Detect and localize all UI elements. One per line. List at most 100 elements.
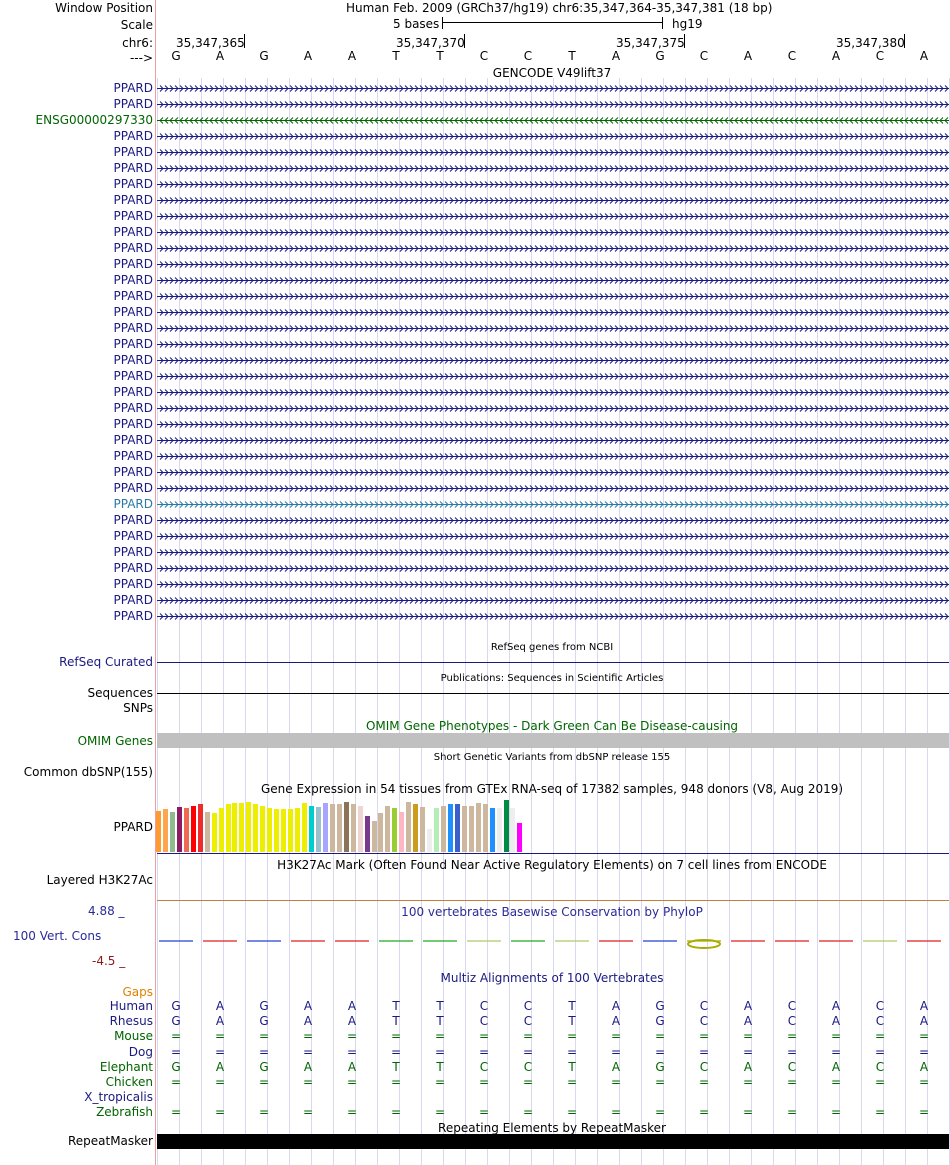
transcript-line[interactable]	[157, 388, 949, 397]
transcript-line[interactable]	[157, 340, 949, 349]
gencode-transcript-label[interactable]: ENSG00000297330	[35, 113, 153, 127]
gtex-tissue-bar[interactable]	[350, 804, 356, 852]
transcript-line[interactable]	[157, 228, 949, 237]
gencode-transcript-label[interactable]: PPARD	[113, 81, 154, 95]
gtex-tissue-bar[interactable]	[267, 808, 273, 852]
repeatmasker-bar[interactable]	[157, 1134, 949, 1149]
gtex-tissue-bar[interactable]	[260, 806, 266, 852]
gencode-transcript-label[interactable]: PPARD	[113, 417, 154, 431]
gtex-tissue-bar[interactable]	[197, 804, 203, 852]
gencode-transcript-label[interactable]: PPARD	[113, 353, 154, 367]
multiz-gaps-label[interactable]: Gaps	[122, 985, 153, 999]
transcript-line[interactable]	[157, 468, 949, 477]
gtex-tissue-bar[interactable]	[496, 808, 502, 852]
transcript-line[interactable]	[157, 148, 949, 157]
gtex-tissue-bar[interactable]	[440, 806, 446, 852]
gtex-title[interactable]: Gene Expression in 54 tissues from GTEx …	[260, 782, 844, 796]
gencode-transcript-label[interactable]: PPARD	[113, 273, 154, 287]
multiz-species-label[interactable]: Zebrafish	[96, 1105, 153, 1119]
transcript-line[interactable]	[157, 484, 949, 493]
gtex-tissue-bar[interactable]	[176, 807, 182, 852]
pubs-title[interactable]: Publications: Sequences in Scientific Ar…	[440, 673, 664, 684]
transcript-line[interactable]	[157, 260, 949, 269]
transcript-line[interactable]	[157, 548, 949, 557]
gtex-tissue-bar[interactable]	[302, 803, 307, 852]
gtex-tissue-bar[interactable]	[225, 804, 231, 852]
gencode-transcript-label[interactable]: PPARD	[113, 465, 154, 479]
transcript-line[interactable]	[157, 212, 949, 221]
gtex-tissue-bar[interactable]	[510, 808, 516, 852]
gencode-transcript-label[interactable]: PPARD	[113, 177, 154, 191]
transcript-line[interactable]	[157, 420, 949, 429]
pubs-snps-label[interactable]: SNPs	[123, 701, 153, 715]
gtex-tissue-bar[interactable]	[385, 806, 391, 852]
phylop-label[interactable]: 100 Vert. Cons	[13, 929, 102, 943]
gencode-transcript-label[interactable]: PPARD	[113, 161, 154, 175]
gtex-tissue-bar[interactable]	[371, 821, 377, 852]
multiz-species-label[interactable]: Mouse	[114, 1029, 153, 1043]
gtex-tissue-bar[interactable]	[190, 806, 196, 852]
gencode-transcript-label[interactable]: PPARD	[113, 529, 154, 543]
transcript-line[interactable]	[157, 532, 949, 541]
gtex-tissue-bar[interactable]	[336, 804, 342, 852]
gtex-tissue-bar[interactable]	[489, 808, 495, 852]
omim-label[interactable]: OMIM Genes	[77, 734, 153, 748]
gtex-tissue-bar[interactable]	[517, 823, 523, 852]
gtex-tissue-bar[interactable]	[183, 808, 189, 852]
gtex-tissue-bar[interactable]	[378, 813, 384, 852]
multiz-species-label[interactable]: Chicken	[105, 1075, 153, 1089]
gencode-transcript-label[interactable]: PPARD	[113, 337, 154, 351]
multiz-title[interactable]: Multiz Alignments of 100 Vertebrates	[440, 971, 664, 985]
gtex-tissue-bar[interactable]	[420, 807, 426, 852]
gtex-tissue-bar[interactable]	[475, 803, 481, 852]
transcript-line[interactable]	[157, 132, 949, 141]
gencode-transcript-label[interactable]: PPARD	[113, 305, 154, 319]
gtex-tissue-bar[interactable]	[308, 806, 314, 852]
gtex-tissue-bar[interactable]	[295, 808, 300, 852]
transcript-line[interactable]	[157, 596, 949, 605]
gencode-transcript-label[interactable]: PPARD	[113, 385, 154, 399]
gtex-tissue-bar[interactable]	[364, 816, 370, 852]
gtex-tissue-bar[interactable]	[399, 812, 405, 852]
gtex-tissue-bar[interactable]	[329, 804, 335, 852]
refseq-label[interactable]: RefSeq Curated	[59, 655, 153, 669]
dbsnp-title[interactable]: Short Genetic Variants from dbSNP releas…	[433, 752, 671, 763]
gtex-tissue-bar[interactable]	[468, 806, 474, 852]
gtex-tissue-bar[interactable]	[434, 808, 439, 852]
transcript-line[interactable]	[157, 276, 949, 285]
repeatmasker-title[interactable]: Repeating Elements by RepeatMasker	[438, 1121, 666, 1135]
gtex-tissue-bar[interactable]	[239, 803, 245, 852]
gencode-transcript-label[interactable]: PPARD	[113, 449, 154, 463]
gtex-tissue-bar[interactable]	[322, 803, 328, 852]
multiz-species-label[interactable]: Dog	[128, 1045, 153, 1059]
gtex-tissue-bar[interactable]	[461, 806, 467, 852]
gencode-transcript-label[interactable]: PPARD	[113, 481, 154, 495]
dbsnp-label[interactable]: Common dbSNP(155)	[23, 765, 153, 779]
transcript-line[interactable]	[157, 516, 949, 525]
gencode-transcript-label[interactable]: PPARD	[113, 129, 154, 143]
gencode-transcript-label[interactable]: PPARD	[113, 241, 154, 255]
gencode-transcript-label[interactable]: PPARD	[113, 609, 154, 623]
gencode-transcript-label[interactable]: PPARD	[113, 561, 154, 575]
gtex-tissue-bar[interactable]	[413, 804, 419, 852]
gtex-tissue-bar[interactable]	[447, 804, 453, 852]
transcript-line[interactable]	[157, 244, 949, 253]
transcript-line[interactable]	[157, 500, 949, 509]
gtex-tissue-bar[interactable]	[162, 809, 168, 852]
transcript-line[interactable]	[157, 180, 949, 189]
gencode-transcript-label[interactable]: PPARD	[113, 577, 154, 591]
gtex-tissue-bar[interactable]	[503, 800, 509, 852]
gencode-transcript-label[interactable]: PPARD	[113, 321, 154, 335]
gtex-tissue-bar[interactable]	[253, 804, 259, 852]
gtex-tissue-bar[interactable]	[218, 808, 224, 852]
gencode-transcript-label[interactable]: PPARD	[113, 369, 154, 383]
gtex-tissue-bar[interactable]	[281, 809, 287, 852]
transcript-line[interactable]	[157, 84, 949, 93]
gtex-tissue-bar[interactable]	[274, 809, 280, 852]
gencode-transcript-label[interactable]: PPARD	[113, 193, 154, 207]
gtex-tissue-bar[interactable]	[211, 813, 217, 852]
transcript-line[interactable]	[157, 308, 949, 317]
gencode-transcript-label[interactable]: PPARD	[113, 145, 154, 159]
gtex-tissue-bar[interactable]	[343, 802, 349, 852]
